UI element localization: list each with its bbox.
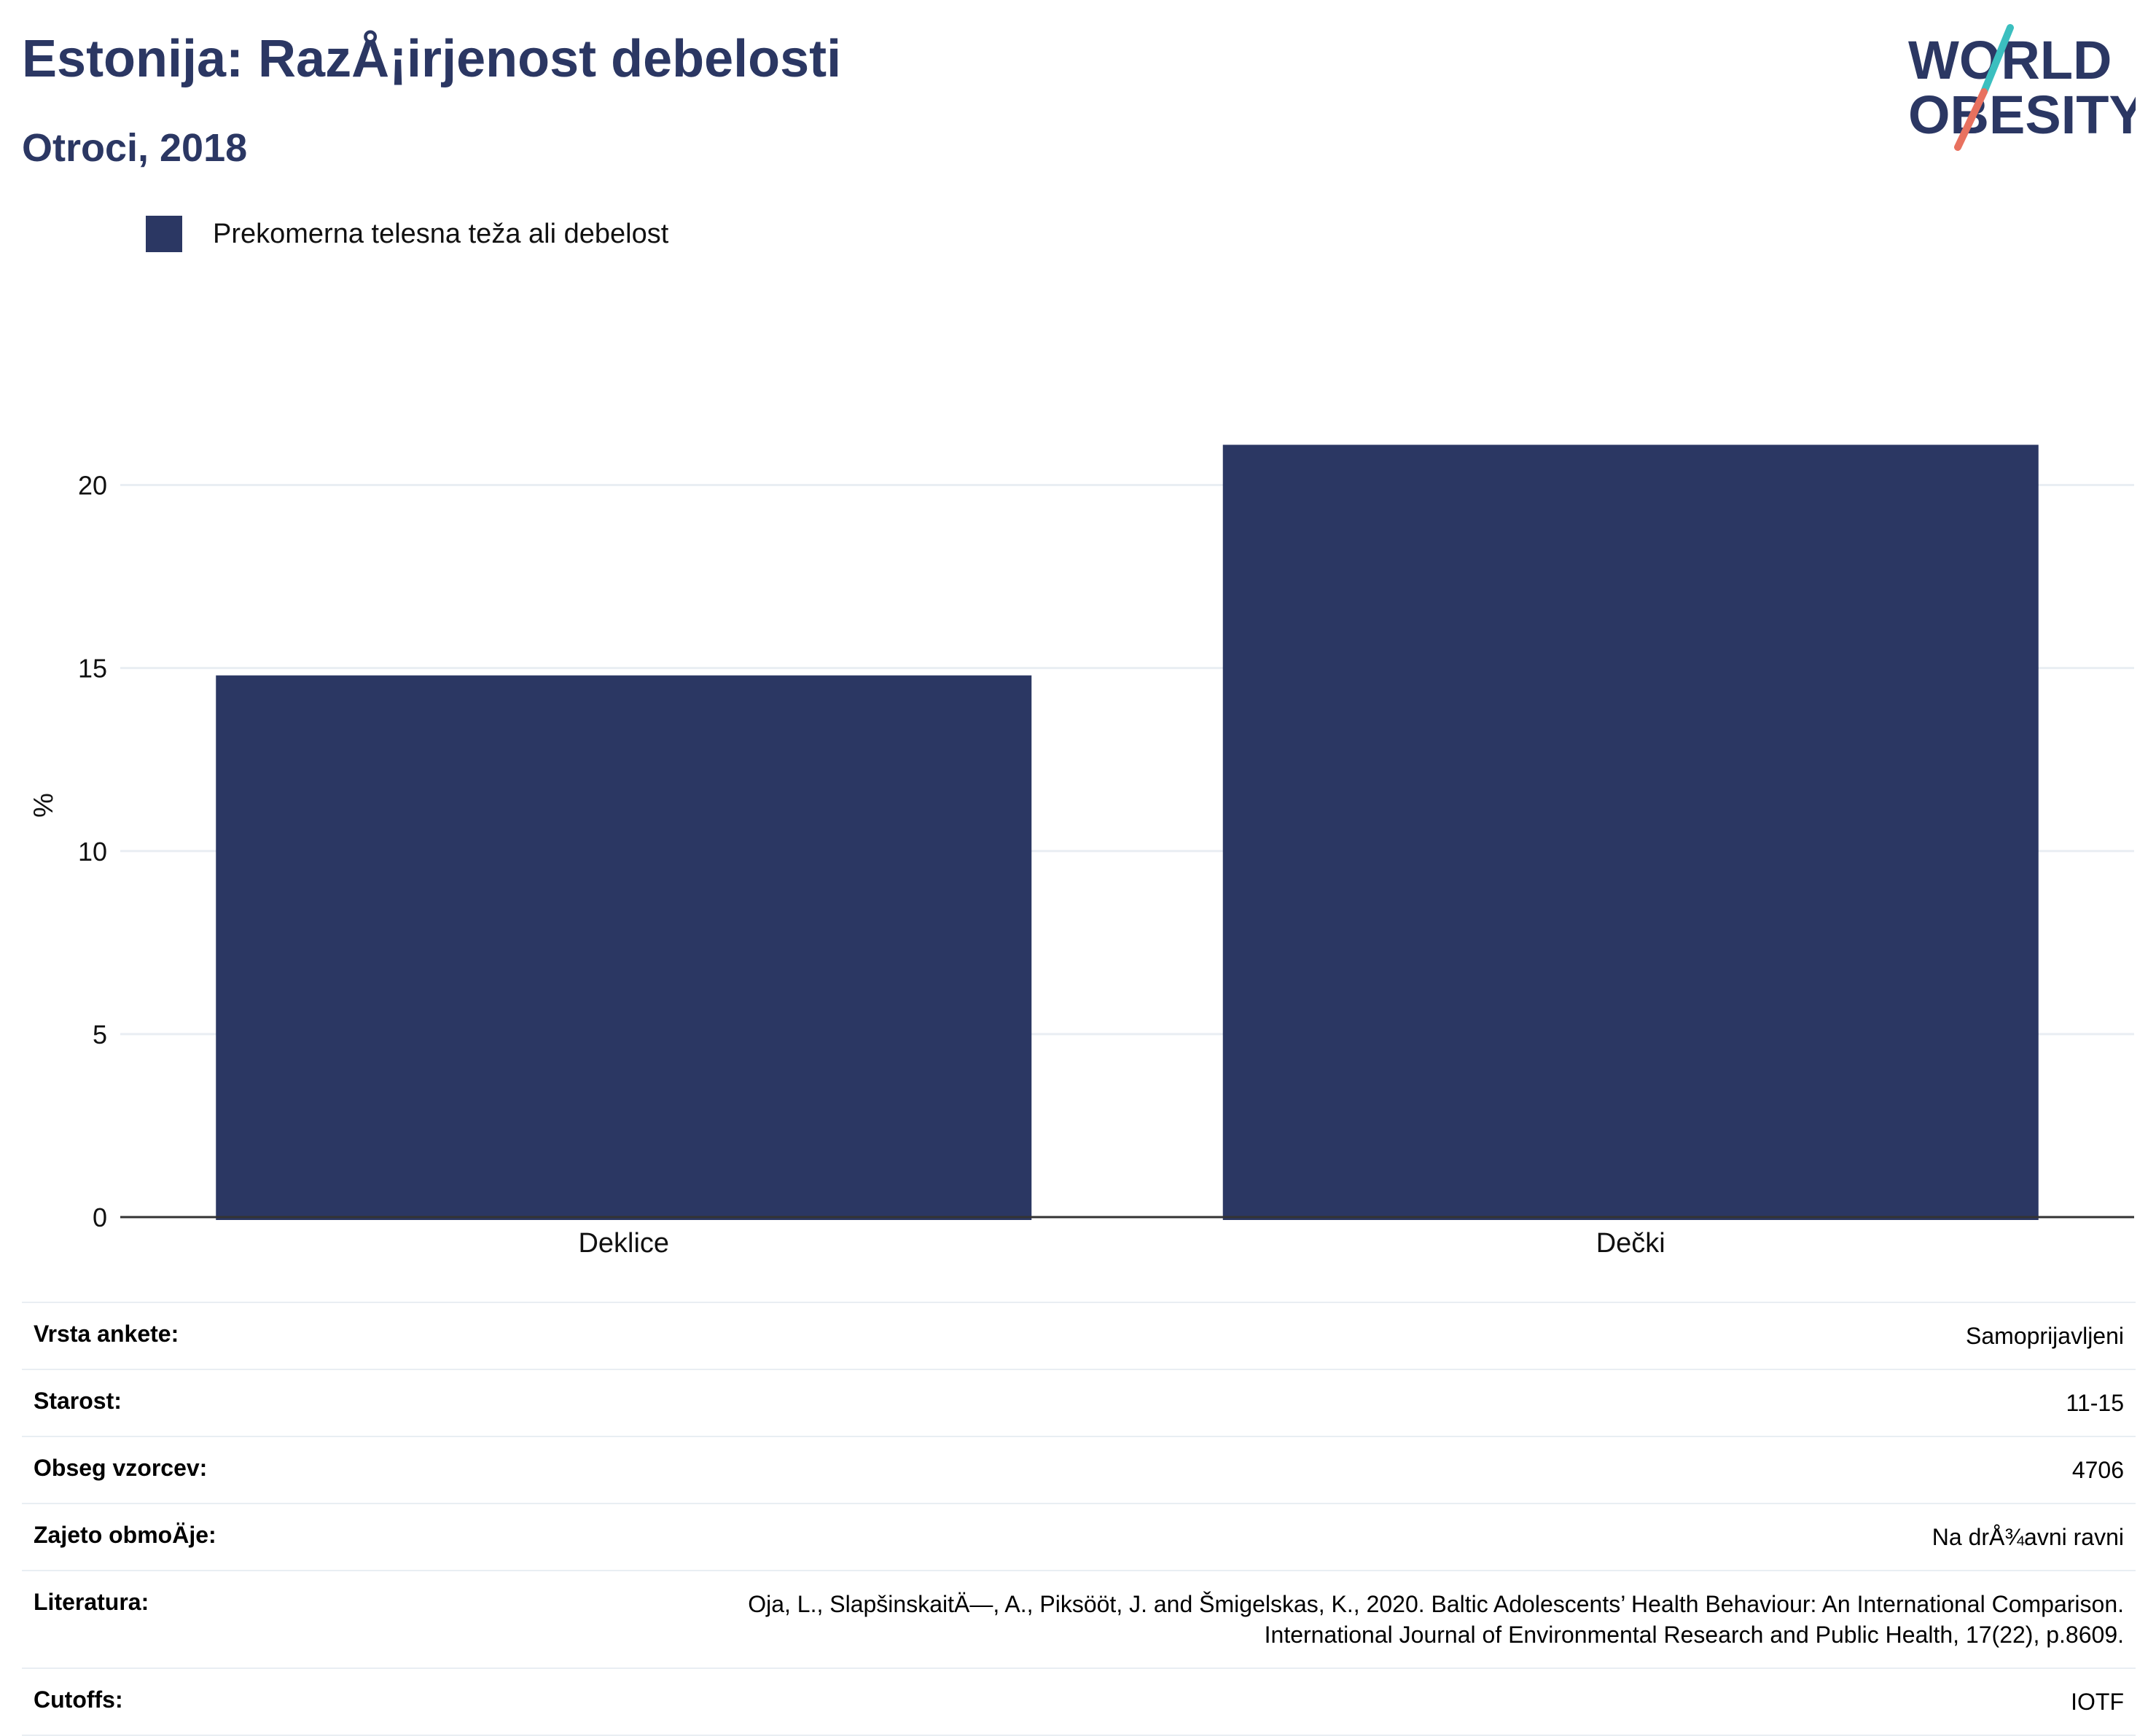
legend-swatch	[146, 216, 182, 252]
info-key: Literatura:	[34, 1589, 149, 1615]
info-row: Cutoffs: IOTF	[22, 1668, 2136, 1735]
bar-1	[216, 675, 1032, 1220]
y-axis-label: %	[28, 793, 59, 818]
info-value: Na drÅ¾avni ravni	[293, 1504, 2136, 1571]
info-row: Zajeto obmoÄje: Na drÅ¾avni ravni	[22, 1504, 2136, 1571]
chart-title: Estonija: RazÅ¡irjenost debelosti	[22, 30, 842, 88]
info-value-line: Samoprijavljeni	[1966, 1323, 2124, 1349]
info-value: 4706	[293, 1436, 2136, 1504]
logo-slash-teal	[1980, 24, 2014, 95]
info-row: Starost: 11-15	[22, 1369, 2136, 1436]
info-value: 11-15	[293, 1369, 2136, 1436]
info-value-line: 11-15	[2066, 1390, 2124, 1416]
info-table: Vrsta ankete: Samoprijavljeni Starost: 11-1…	[22, 1302, 2136, 1736]
info-key: Obseg vzorcev:	[34, 1455, 208, 1481]
info-row: Vrsta ankete: Samoprijavljeni	[22, 1302, 2136, 1369]
info-key: Starost:	[34, 1388, 122, 1414]
y-tick-label: 15	[78, 654, 107, 684]
y-tick-label: 10	[78, 837, 107, 867]
info-value-line: Oja, L., SlapšinskaitÄ—, A., Piksööt, J.…	[748, 1591, 2124, 1617]
chart-subtitle: Otroci, 2018	[22, 126, 248, 170]
info-row: Literatura: Oja, L., SlapšinskaitÄ—, A., …	[22, 1571, 2136, 1668]
y-tick-label: 5	[93, 1020, 107, 1049]
info-value: IOTF	[293, 1668, 2136, 1735]
info-value: Samoprijavljeni	[293, 1302, 2136, 1369]
y-tick-label: 0	[93, 1203, 107, 1232]
logo-line-2: OBESITY	[1908, 85, 2136, 145]
legend[interactable]: Prekomerna telesna teža ali debelost	[146, 216, 668, 252]
info-value-line: IOTF	[2071, 1689, 2124, 1715]
info-row: Obseg vzorcev: 4706	[22, 1436, 2136, 1504]
legend-label: Prekomerna telesna teža ali debelost	[213, 218, 669, 249]
y-tick-label: 20	[78, 471, 107, 501]
info-value: Oja, L., SlapšinskaitÄ—, A., Piksööt, J.…	[293, 1571, 2136, 1668]
info-value-line: Na drÅ¾avni ravni	[1932, 1524, 2124, 1550]
logo-slash-coral	[1954, 88, 1988, 151]
bar-2	[1222, 445, 2039, 1221]
bar-chart: 0 5 10 15 20% Deklice Dečki	[28, 445, 2134, 1259]
info-key: Zajeto obmoÄje:	[34, 1522, 216, 1548]
info-value-line: 4706	[2071, 1457, 2124, 1483]
world-obesity-logo: WORLD OBESITY	[1908, 24, 2136, 151]
info-key: Cutoffs:	[34, 1686, 123, 1713]
info-key: Vrsta ankete:	[34, 1321, 179, 1347]
x-category-label: Deklice	[578, 1228, 669, 1259]
logo-line-1: WORLD	[1908, 30, 2112, 90]
x-category-label: Dečki	[1596, 1228, 1665, 1259]
info-value-line: International Journal of Environmental R…	[1264, 1622, 2124, 1648]
